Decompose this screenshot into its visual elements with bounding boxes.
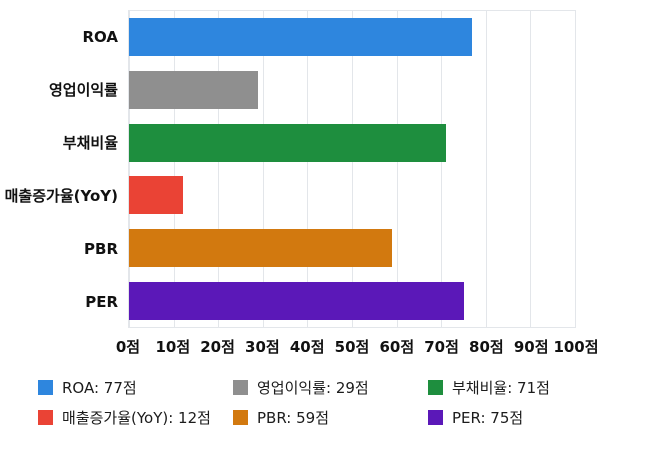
bar-row bbox=[129, 11, 575, 64]
legend-item: PBR: 59점 bbox=[233, 407, 428, 428]
bar bbox=[129, 123, 446, 162]
legend-swatch bbox=[38, 409, 53, 425]
x-tick-label: 30점 bbox=[245, 338, 280, 356]
bar-row bbox=[129, 116, 575, 169]
legend-swatch bbox=[38, 379, 53, 395]
x-tick-label: 20점 bbox=[200, 338, 235, 356]
legend-item: 영업이익률: 29점 bbox=[233, 377, 428, 398]
legend-label: 영업이익률: 29점 bbox=[257, 378, 369, 397]
legend-label: 매출증가율(YoY): 12점 bbox=[62, 408, 211, 427]
category-label: 매출증가율(YoY) bbox=[4, 187, 118, 205]
x-tick-label: 10점 bbox=[155, 338, 191, 356]
bar bbox=[129, 18, 473, 57]
bar-row bbox=[129, 169, 575, 222]
gridline bbox=[575, 11, 576, 327]
legend-label: PBR: 59점 bbox=[257, 408, 330, 427]
gridline bbox=[441, 11, 443, 327]
x-tick-label: 100점 bbox=[553, 338, 599, 356]
legend-label: ROA: 77점 bbox=[62, 378, 137, 397]
bar bbox=[129, 229, 393, 268]
gridline bbox=[262, 11, 264, 327]
x-tick-label: 0점 bbox=[115, 338, 141, 356]
gridline bbox=[307, 11, 309, 327]
bar-rows bbox=[129, 11, 575, 327]
bar-row bbox=[129, 274, 575, 327]
gridline bbox=[218, 11, 220, 327]
legend-item: PER: 75점 bbox=[428, 407, 628, 428]
x-axis: 0점 10점 20점 30점 40점 50점 60점 70점 80점 90점 100점 bbox=[116, 328, 599, 358]
legend-item: 부채비율: 71점 bbox=[428, 377, 628, 398]
legend-label: 부채비율: 71점 bbox=[452, 378, 550, 397]
legend-swatch bbox=[428, 409, 443, 425]
legend-swatch bbox=[233, 409, 248, 425]
bar bbox=[129, 71, 259, 109]
bar bbox=[129, 176, 183, 215]
x-tick-label: 90점 bbox=[513, 338, 549, 356]
bar-row bbox=[129, 64, 575, 117]
gridline bbox=[129, 11, 130, 327]
x-tick-label: 70점 bbox=[424, 338, 459, 356]
gridline bbox=[396, 11, 398, 327]
plot-area bbox=[128, 10, 576, 328]
x-tick-label: 80점 bbox=[469, 338, 504, 356]
legend-item: ROA: 77점 bbox=[38, 377, 233, 398]
gridline bbox=[352, 11, 353, 327]
gridline bbox=[530, 11, 532, 327]
gridline bbox=[173, 11, 175, 327]
category-label: PBR bbox=[84, 239, 118, 258]
x-tick-label: 50점 bbox=[334, 338, 370, 356]
legend-swatch bbox=[428, 379, 443, 395]
category-label: PER bbox=[85, 292, 118, 311]
x-tick-label: 40점 bbox=[289, 338, 325, 356]
legend-swatch bbox=[233, 379, 248, 395]
legend-label: PER: 75점 bbox=[452, 408, 524, 427]
legend-item: 매출증가율(YoY): 12점 bbox=[38, 407, 233, 428]
category-label: ROA bbox=[82, 27, 118, 46]
category-label: 부채비율 bbox=[62, 134, 118, 152]
bar bbox=[129, 281, 464, 320]
x-tick-label: 60점 bbox=[379, 338, 415, 356]
category-label: 영업이익률 bbox=[48, 81, 118, 99]
gridline bbox=[485, 11, 487, 327]
bar-row bbox=[129, 222, 575, 275]
